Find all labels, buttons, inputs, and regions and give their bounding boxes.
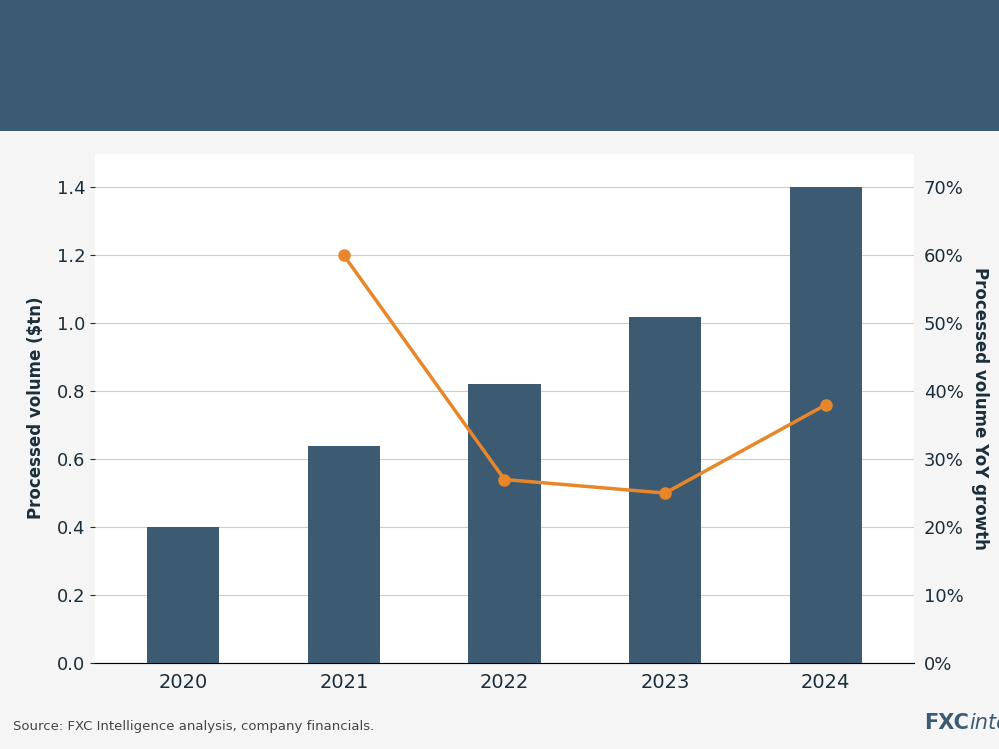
Text: Stripe full-year processed payments volume and YoY increase, 2020-2024: Stripe full-year processed payments volu… [13,98,679,117]
Bar [789,187,862,663]
Text: Stripe harnesses AI to drive payments volume into trillions: Stripe harnesses AI to drive payments vo… [13,36,939,64]
Text: intelligence: intelligence [969,712,999,733]
Text: Source: FXC Intelligence analysis, company financials.: Source: FXC Intelligence analysis, compa… [13,720,375,733]
Y-axis label: Processed volume ($tn): Processed volume ($tn) [27,297,45,520]
Bar [469,384,540,663]
Y-axis label: Processed volume YoY growth: Processed volume YoY growth [971,267,989,550]
Bar [147,527,220,663]
Legend: Processed volume, YoY increase: Processed volume, YoY increase [245,97,633,129]
Text: FXC: FXC [924,712,969,733]
Bar [629,317,701,663]
Bar [308,446,380,663]
